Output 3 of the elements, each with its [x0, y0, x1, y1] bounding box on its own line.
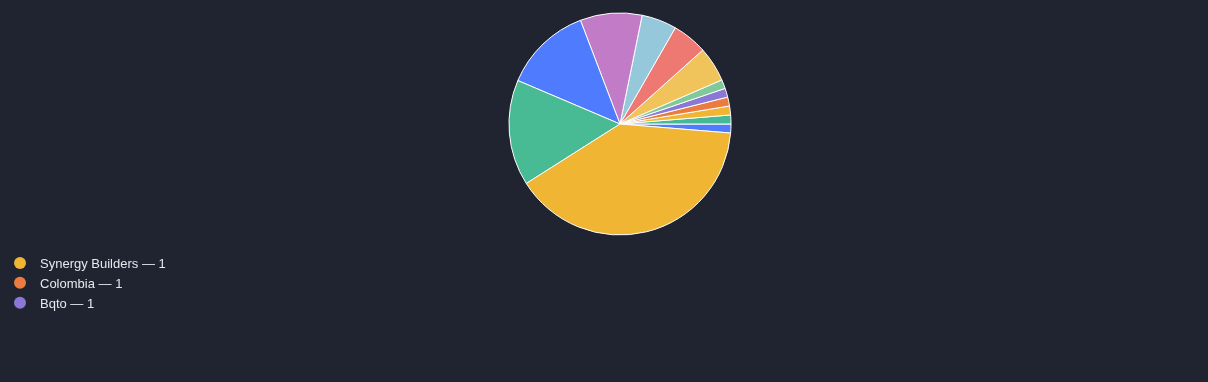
legend-label: Colombia — 1 — [40, 275, 123, 291]
legend-label: Synergy Builders — 1 — [40, 256, 166, 272]
legend-label: Bqto — 1 — [40, 295, 95, 311]
